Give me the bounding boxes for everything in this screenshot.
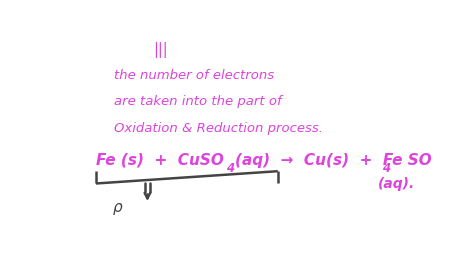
Text: the number of electrons: the number of electrons xyxy=(114,69,274,82)
Text: Oxidation & Reduction process.: Oxidation & Reduction process. xyxy=(114,122,323,135)
Text: are taken into the part of: are taken into the part of xyxy=(114,95,282,109)
Text: (aq).: (aq). xyxy=(378,177,415,191)
Text: (aq)  →  Cu(s)  +  Fe SO: (aq) → Cu(s) + Fe SO xyxy=(235,153,432,168)
Text: |||: ||| xyxy=(153,42,167,58)
Text: Fe (s)  +  CuSO: Fe (s) + CuSO xyxy=(96,153,224,168)
Text: 4: 4 xyxy=(226,162,234,175)
Text: 4: 4 xyxy=(382,162,390,175)
Text: ρ: ρ xyxy=(113,200,123,215)
